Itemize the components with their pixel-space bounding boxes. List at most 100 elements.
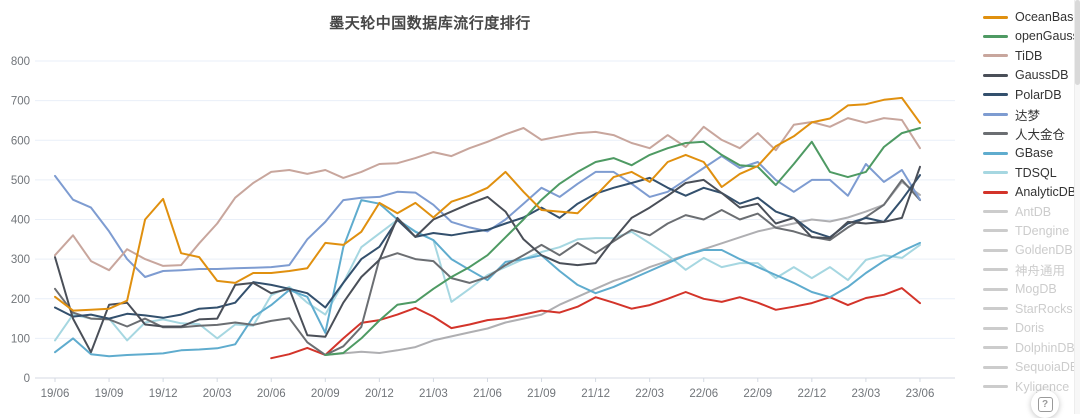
legend-item-StarRocks[interactable]: StarRocks [983, 299, 1073, 319]
legend-line-icon [983, 73, 1008, 77]
legend-label: DolphinDB [1015, 340, 1075, 355]
legend-label: 人大金仓 [1015, 128, 1066, 143]
chart-title: 墨天轮中国数据库流行度排行 [329, 15, 531, 32]
series-line-openGauss [324, 127, 921, 356]
legend-label: MogDB [1015, 282, 1057, 297]
y-axis-tick-label: 100 [11, 333, 30, 345]
legend-label: Doris [1015, 321, 1045, 336]
legend-line-icon [983, 54, 1008, 58]
series-line-PolarDB [54, 174, 921, 320]
legend-line-icon [983, 132, 1008, 136]
help-button[interactable]: ? [1031, 390, 1059, 418]
legend-line-icon [983, 15, 1008, 19]
legend-line-icon [983, 268, 1008, 272]
legend-item-MogDB[interactable]: MogDB [983, 279, 1057, 299]
question-icon: ? [1037, 396, 1053, 412]
scrollbar-thumb[interactable] [1075, 0, 1080, 85]
legend-item-TiDB[interactable]: TiDB [983, 46, 1042, 66]
x-axis-tick-label: 20/06 [257, 388, 286, 400]
legend-line-icon [983, 385, 1008, 389]
x-axis-tick-label: 21/09 [527, 388, 556, 400]
x-axis-tick-label: 23/03 [852, 388, 881, 400]
y-axis-tick-label: 300 [11, 254, 30, 266]
legend-line-icon [983, 229, 1008, 233]
legend-item-openGauss[interactable]: openGauss [983, 26, 1079, 46]
x-axis-tick-label: 20/03 [203, 388, 232, 400]
legend-item-SequoiaDB[interactable]: SequoiaDB [983, 357, 1078, 377]
legend-label: OceanBase [1015, 10, 1080, 24]
series-line-MogDB [324, 180, 921, 356]
legend-line-icon [983, 248, 1008, 252]
scrollbar-track [1074, 0, 1080, 414]
legend: OceanBase openGauss TiDB GaussDB PolarDB 达梦人大… [983, 0, 1080, 414]
y-axis-tick-label: 0 [24, 373, 30, 385]
legend-label: AnalyticDB [1015, 185, 1077, 200]
legend-item-GaussDB[interactable]: GaussDB [983, 65, 1069, 85]
x-axis-tick-label: 22/03 [635, 388, 664, 400]
legend-label: openGauss [1015, 29, 1079, 44]
legend-label: 神舟通用 [1015, 264, 1066, 279]
series-line-OceanBase [54, 96, 921, 312]
legend-line-icon [983, 112, 1008, 116]
legend-item-DolphinDB[interactable]: DolphinDB [983, 338, 1075, 358]
legend-item-达梦[interactable]: 达梦 [983, 104, 1040, 124]
legend-label: GaussDB [1015, 68, 1069, 83]
y-axis-tick-label: 200 [11, 294, 30, 306]
y-axis-tick-label: 400 [11, 215, 30, 227]
x-axis-tick-label: 22/09 [743, 388, 772, 400]
series-line-TDSQL [54, 218, 921, 342]
legend-item-Doris[interactable]: Doris [983, 318, 1044, 338]
y-axis-tick-label: 500 [11, 175, 30, 187]
y-axis-tick-label: 800 [11, 56, 30, 68]
x-axis-tick-label: 22/06 [689, 388, 718, 400]
legend-label: Kyligence [1015, 379, 1070, 394]
legend-label: SequoiaDB [1015, 360, 1079, 375]
legend-label: GBase [1015, 146, 1054, 161]
legend-line-icon [983, 34, 1008, 38]
series-line-达梦 [54, 155, 921, 278]
legend-item-人大金仓[interactable]: 人大金仓 [983, 124, 1065, 144]
legend-label: PolarDB [1015, 87, 1062, 102]
legend-line-icon [983, 93, 1008, 97]
legend-label: StarRocks [1015, 301, 1073, 316]
x-axis-tick-label: 20/12 [365, 388, 394, 400]
x-axis-tick-label: 19/12 [149, 388, 178, 400]
legend-label: AntDB [1015, 204, 1052, 219]
legend-label: TDengine [1015, 223, 1070, 238]
legend-item-Kyligence[interactable]: Kyligence [983, 377, 1069, 397]
legend-label: 达梦 [1015, 108, 1041, 123]
legend-item-TDSQL[interactable]: TDSQL [983, 163, 1057, 183]
x-axis-tick-label: 21/12 [581, 388, 610, 400]
legend-label: GoldenDB [1015, 243, 1073, 258]
legend-item-AntDB[interactable]: AntDB [983, 202, 1051, 222]
series-line-TiDB [54, 117, 921, 272]
legend-line-icon [983, 151, 1008, 155]
x-axis-tick-label: 19/06 [41, 388, 70, 400]
legend-item-PolarDB[interactable]: PolarDB [983, 85, 1062, 105]
x-axis-tick-label: 23/06 [906, 388, 935, 400]
legend-line-icon [983, 171, 1008, 175]
legend-item-GoldenDB[interactable]: GoldenDB [983, 240, 1073, 260]
y-axis-tick-label: 700 [11, 96, 30, 108]
legend-label: TiDB [1015, 48, 1043, 63]
legend-item-OceanBase[interactable]: OceanBase [983, 7, 1080, 27]
x-axis-tick-label: 20/09 [311, 388, 340, 400]
legend-line-icon [983, 307, 1008, 311]
x-axis-tick-label: 21/06 [473, 388, 502, 400]
x-axis-tick-label: 21/03 [419, 388, 448, 400]
series-line-人大金仓 [54, 178, 921, 356]
x-axis-tick-label: 22/12 [797, 388, 826, 400]
legend-item-GBase[interactable]: GBase [983, 143, 1053, 163]
legend-item-神舟通用[interactable]: 神舟通用 [983, 260, 1065, 280]
legend-line-icon [983, 190, 1008, 194]
series-line-GaussDB [54, 165, 921, 354]
legend-line-icon [983, 210, 1008, 213]
y-axis-tick-label: 600 [11, 135, 30, 147]
x-axis-tick-label: 19/09 [95, 388, 124, 400]
legend-item-TDengine[interactable]: TDengine [983, 221, 1069, 241]
legend-line-icon [983, 287, 1008, 291]
legend-item-AnalyticDB[interactable]: AnalyticDB [983, 182, 1076, 202]
legend-line-icon [983, 326, 1008, 330]
